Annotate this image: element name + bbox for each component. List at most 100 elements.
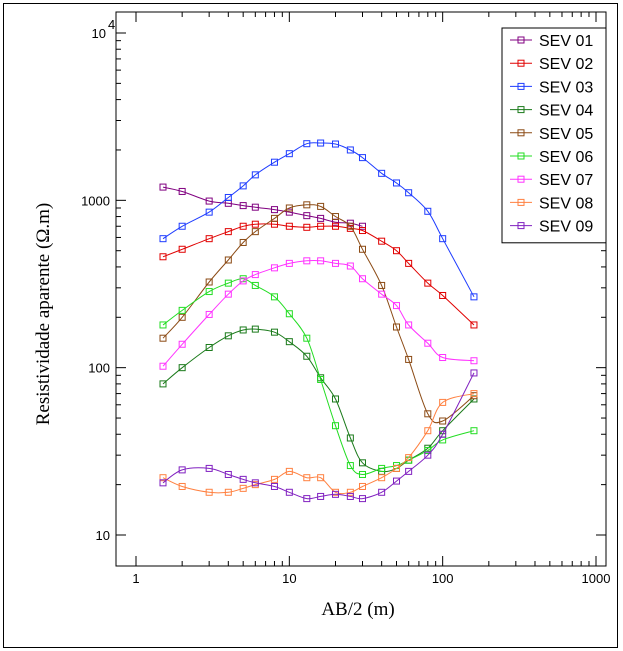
data-point bbox=[439, 354, 447, 362]
series-sev-09 bbox=[159, 369, 478, 503]
data-point bbox=[439, 398, 447, 406]
series-line-sev-08 bbox=[162, 393, 475, 495]
data-point bbox=[303, 201, 311, 209]
data-point bbox=[317, 492, 325, 500]
data-point bbox=[424, 339, 432, 347]
series-line-sev-01 bbox=[162, 186, 363, 227]
data-point bbox=[358, 470, 366, 478]
data-point bbox=[303, 495, 311, 503]
data-point bbox=[405, 259, 413, 267]
data-point bbox=[205, 488, 213, 496]
data-point bbox=[224, 332, 232, 340]
data-point bbox=[285, 310, 293, 318]
data-point bbox=[331, 422, 339, 430]
data-point bbox=[251, 171, 259, 179]
data-point bbox=[346, 262, 354, 270]
data-point bbox=[251, 220, 259, 228]
series-line-sev-07 bbox=[162, 260, 475, 367]
data-point bbox=[424, 427, 432, 435]
data-point bbox=[303, 334, 311, 342]
data-point bbox=[424, 446, 432, 454]
data-point bbox=[331, 490, 339, 498]
series-sev-03 bbox=[159, 139, 478, 301]
series-sev-08 bbox=[159, 390, 478, 496]
data-point bbox=[424, 451, 432, 459]
data-point bbox=[393, 247, 401, 255]
legend-swatch-marker bbox=[517, 36, 525, 44]
data-point bbox=[239, 326, 247, 334]
data-point bbox=[378, 474, 386, 482]
data-point bbox=[358, 495, 366, 503]
data-point bbox=[378, 169, 386, 177]
data-point bbox=[205, 288, 213, 296]
legend-label: SEV 01 bbox=[539, 33, 593, 50]
data-point bbox=[346, 488, 354, 496]
data-point bbox=[159, 380, 167, 388]
data-point bbox=[205, 343, 213, 351]
data-point bbox=[224, 256, 232, 264]
data-point bbox=[270, 328, 278, 336]
data-point bbox=[393, 464, 401, 472]
data-point bbox=[178, 245, 186, 253]
data-point bbox=[393, 477, 401, 485]
y-tick-label: 100 bbox=[88, 361, 110, 376]
y-axis-title: Resistividade aparente (Ω.m) bbox=[33, 203, 54, 426]
data-point bbox=[178, 187, 186, 195]
data-point bbox=[285, 150, 293, 158]
data-point bbox=[285, 208, 293, 216]
legend-label: SEV 06 bbox=[539, 149, 593, 166]
data-series bbox=[159, 139, 478, 503]
data-point bbox=[378, 281, 386, 289]
data-point bbox=[358, 227, 366, 235]
data-point bbox=[303, 140, 311, 148]
data-point bbox=[303, 223, 311, 231]
series-line-sev-03 bbox=[162, 142, 475, 298]
data-point bbox=[303, 352, 311, 360]
data-point bbox=[303, 474, 311, 482]
data-point bbox=[270, 158, 278, 166]
data-point bbox=[178, 306, 186, 314]
data-point bbox=[178, 482, 186, 490]
data-point bbox=[303, 257, 311, 265]
data-point bbox=[239, 238, 247, 246]
y-tick-label: 10 bbox=[92, 26, 106, 41]
data-point bbox=[224, 290, 232, 298]
data-point bbox=[317, 257, 325, 265]
legend-label: SEV 03 bbox=[539, 79, 593, 96]
data-point bbox=[346, 462, 354, 470]
legend-swatch-marker bbox=[517, 129, 525, 137]
data-point bbox=[424, 207, 432, 215]
data-point bbox=[178, 222, 186, 230]
data-point bbox=[270, 206, 278, 214]
data-point bbox=[178, 364, 186, 372]
legend-swatch-marker bbox=[517, 152, 525, 160]
data-point bbox=[178, 466, 186, 474]
data-point bbox=[346, 146, 354, 154]
x-tick-label: 1 bbox=[132, 571, 139, 586]
data-point bbox=[285, 222, 293, 230]
data-point bbox=[251, 325, 259, 333]
y-tick-label: 10 bbox=[96, 528, 110, 543]
series-sev-02 bbox=[159, 220, 478, 329]
data-point bbox=[317, 474, 325, 482]
legend-item-sev-01: SEV 01 bbox=[510, 33, 593, 50]
data-point bbox=[439, 291, 447, 299]
data-point bbox=[378, 488, 386, 496]
legend-swatch-marker bbox=[517, 198, 525, 206]
data-point bbox=[159, 479, 167, 487]
data-point bbox=[239, 475, 247, 483]
legend-item-sev-03: SEV 03 bbox=[510, 79, 593, 96]
data-point bbox=[470, 321, 478, 329]
data-point bbox=[270, 293, 278, 301]
data-point bbox=[331, 222, 339, 230]
data-point bbox=[405, 189, 413, 197]
x-tick-label: 10 bbox=[282, 571, 296, 586]
data-point bbox=[159, 474, 167, 482]
data-point bbox=[205, 197, 213, 205]
legend-swatch-marker bbox=[517, 175, 525, 183]
legend-item-sev-04: SEV 04 bbox=[510, 103, 593, 120]
series-sev-05 bbox=[159, 201, 478, 425]
data-point bbox=[317, 202, 325, 210]
legend-label: SEV 02 bbox=[539, 56, 593, 73]
